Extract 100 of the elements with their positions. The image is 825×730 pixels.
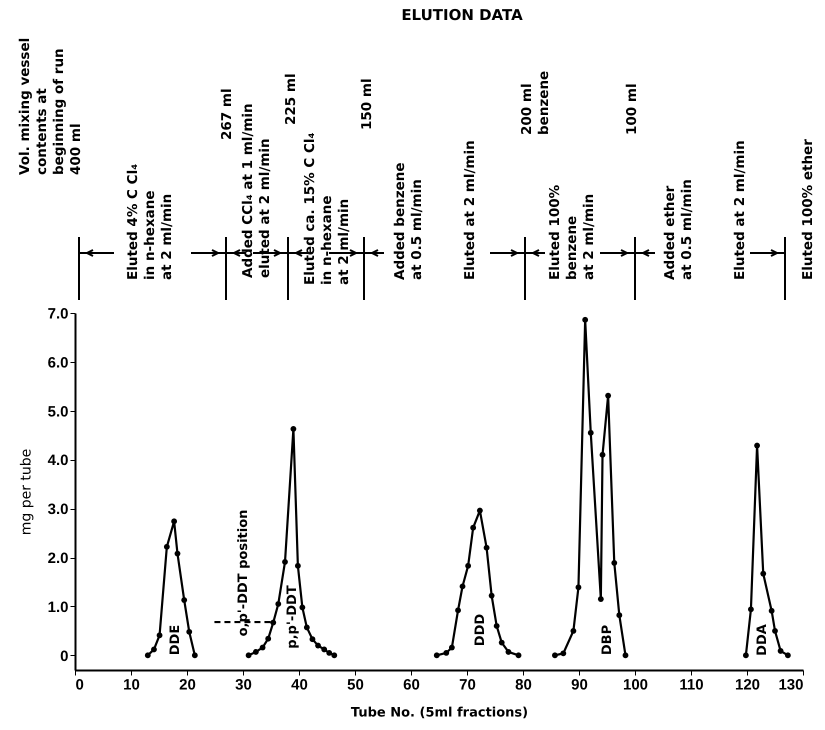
annotation: DDA <box>755 624 770 656</box>
point <box>434 652 440 658</box>
point <box>588 430 594 436</box>
y-tick-label: 7.0 <box>48 306 68 322</box>
point <box>516 652 522 658</box>
point <box>265 636 272 642</box>
x-tick-label: 70 <box>459 676 476 694</box>
text: Vol. mixing vessel contents at beginning of run 400 ml <box>17 38 84 175</box>
x-tick-label: 110 <box>679 676 704 694</box>
point <box>186 628 192 635</box>
point <box>321 646 328 652</box>
point <box>455 607 461 614</box>
point <box>282 559 288 565</box>
text: 267 ml <box>219 88 235 140</box>
point <box>498 640 505 646</box>
point <box>778 648 784 654</box>
text: Eluted 4% C Cl₄ in n-hexane at 2 ml/min <box>125 164 175 280</box>
text: Added ether at 0.5 ml/min <box>662 179 695 280</box>
point <box>151 646 157 652</box>
x-tick-label: 50 <box>347 676 364 694</box>
point <box>768 608 775 614</box>
point <box>576 584 582 590</box>
text: Eluted at 2 ml/min <box>462 140 478 280</box>
annotation: DBP <box>600 624 615 656</box>
point <box>156 632 162 638</box>
point <box>570 628 576 634</box>
point <box>484 544 490 551</box>
point <box>772 628 778 634</box>
point <box>294 562 301 569</box>
point <box>275 601 282 607</box>
text: 225 ml <box>283 73 299 125</box>
point <box>299 604 306 610</box>
x-tick-label: 40 <box>291 676 308 694</box>
point <box>260 644 266 650</box>
point <box>310 636 316 642</box>
point <box>331 652 338 658</box>
point <box>465 562 472 569</box>
text: 100 ml <box>624 83 640 135</box>
text: 200 ml benzene <box>519 70 552 135</box>
point <box>616 612 622 618</box>
point <box>494 623 500 629</box>
text: Eluted 100% benzene at 2 ml/min <box>547 184 597 280</box>
chart-title: ELUTION DATA <box>401 6 524 24</box>
annotation: DDE <box>168 624 183 656</box>
point <box>754 442 760 448</box>
x-tick-label: 90 <box>571 676 588 694</box>
y-tick-label: 4.0 <box>48 452 68 470</box>
y-axis-title: mg per tube <box>18 448 35 536</box>
x-tick-label: 120 <box>734 676 760 694</box>
x-tick-label: 0 <box>76 676 84 694</box>
point <box>582 316 588 323</box>
point <box>605 392 612 399</box>
x-tick-label: 100 <box>622 676 648 694</box>
point <box>488 592 495 599</box>
point <box>611 560 618 566</box>
point <box>460 583 466 590</box>
point <box>622 652 628 658</box>
point <box>742 652 749 658</box>
point <box>748 606 754 612</box>
annotation: DDD <box>473 614 488 646</box>
point <box>600 452 606 458</box>
point <box>560 650 566 656</box>
y-tick-label: 3.0 <box>48 501 68 518</box>
annotation: p,p'-DDT <box>285 585 300 649</box>
y-tick-label: 0 <box>60 648 68 665</box>
annotation: o,p'-DDT position <box>236 510 251 636</box>
point <box>760 570 766 577</box>
y-tick-label: 1.0 <box>48 598 68 616</box>
x-axis-title: Tube No. (5ml fractions) <box>350 706 528 720</box>
point <box>181 597 188 603</box>
point <box>246 652 252 658</box>
point <box>448 644 455 650</box>
x-tick-label: 80 <box>515 676 532 694</box>
x-tick-label: 30 <box>235 676 252 694</box>
text: 150 ml <box>359 78 375 130</box>
point <box>270 620 276 626</box>
point <box>784 652 791 658</box>
point <box>174 550 180 557</box>
x-tick-label: 20 <box>179 676 196 694</box>
point <box>171 518 178 524</box>
text: Eluted ca. 15% C Cl₄ in n-hexane at 2 ml/min <box>302 132 352 285</box>
text: Eluted at 2 ml/min <box>732 140 748 280</box>
point <box>164 544 170 550</box>
text: Eluted 100% ether <box>800 138 816 280</box>
point <box>506 648 512 655</box>
point <box>326 650 332 656</box>
point <box>315 642 321 648</box>
point <box>598 596 604 602</box>
y-tick-label: 6.0 <box>48 354 68 372</box>
point <box>252 648 259 655</box>
point <box>476 508 483 514</box>
point <box>470 524 476 531</box>
y-tick-label: 2.0 <box>48 550 68 568</box>
x-tick-label: 130 <box>778 676 804 694</box>
point <box>552 652 558 658</box>
point <box>290 426 296 432</box>
y-tick-label: 5.0 <box>48 403 68 420</box>
x-tick-label: 10 <box>123 676 140 694</box>
point <box>304 624 310 630</box>
point <box>192 652 198 658</box>
